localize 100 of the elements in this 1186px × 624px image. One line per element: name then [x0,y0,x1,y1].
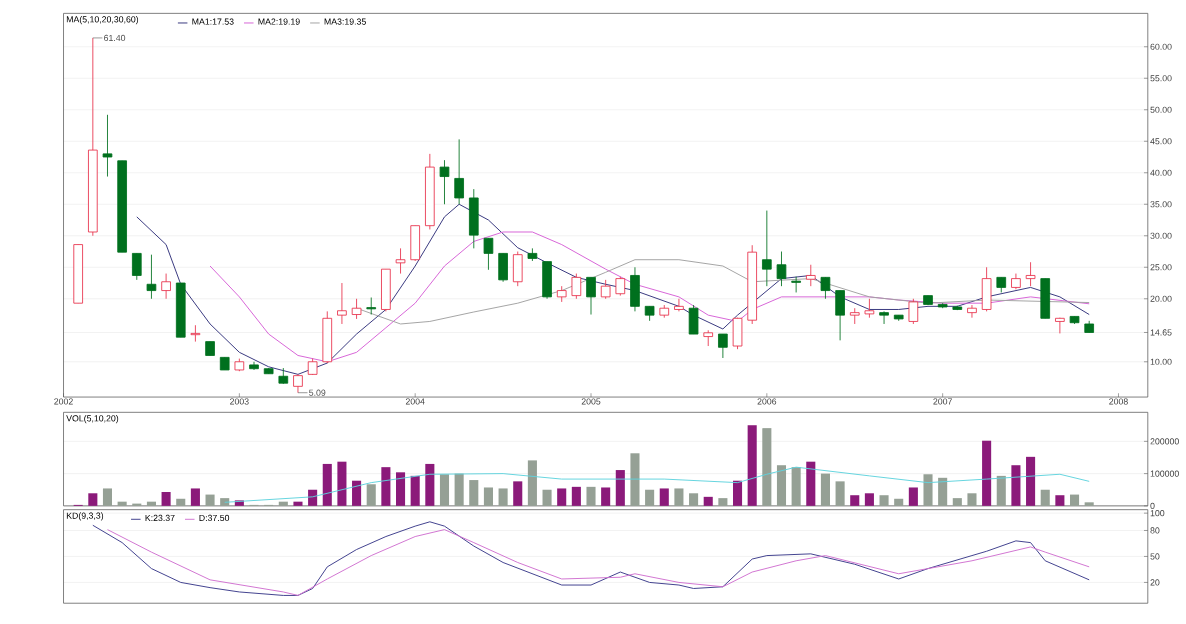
candlestick [776,250,787,287]
bar [527,460,537,506]
candlestick [483,237,494,271]
candlestick [981,266,992,312]
candlestick [630,266,640,312]
candlestick [967,304,977,319]
bar [410,475,420,506]
bar [938,477,948,506]
bar [469,479,479,506]
bar [996,475,1006,506]
bar [776,465,787,506]
bar [850,495,860,506]
bar [557,488,567,506]
bar [1040,489,1050,506]
bar [190,488,200,506]
candlestick [864,298,875,319]
bar [659,488,669,506]
bar [322,463,332,506]
candlestick [805,264,816,287]
candlestick [718,333,728,359]
bar [176,498,186,506]
candlestick [146,254,157,300]
bar [982,440,992,506]
candlestick [820,276,831,300]
candlestick [293,373,303,394]
candlestick [615,276,626,296]
candlestick [849,307,860,325]
candlestick [161,273,171,300]
bar [483,487,493,506]
bar [923,474,933,506]
bar [879,495,889,506]
bar [205,494,215,506]
candlestick [366,296,377,315]
candlestick [1025,261,1036,287]
bar [542,489,552,506]
bar [88,493,98,506]
candlestick [410,225,421,262]
bar [615,469,625,506]
bar [630,453,640,506]
bar [864,493,874,506]
bar [791,467,801,506]
candlestick [688,304,699,335]
candlestick [322,310,333,364]
candlestick [879,310,889,325]
bar [571,486,581,506]
candlestick [1055,317,1065,334]
bar [381,467,391,506]
candlestick [439,159,450,205]
bar [1069,494,1080,506]
bar [645,489,655,506]
candlestick [571,273,582,300]
bar [908,487,918,506]
candlestick [542,261,552,300]
candlestick [337,282,347,325]
bar [352,480,362,506]
bar [586,486,596,506]
bar [161,491,171,506]
bar [718,498,728,506]
candlestick [395,247,406,274]
candlestick [586,276,596,315]
candlestick [791,276,801,293]
candlestick [1040,278,1051,319]
candlestick [762,210,772,287]
candlestick [512,250,523,287]
bar [806,461,816,506]
bar [601,487,611,506]
bar [1026,456,1036,506]
candlestick [190,324,201,342]
bar [220,498,230,506]
bar [762,428,772,506]
bar [835,481,845,506]
candlestick [468,188,479,249]
bar [102,488,113,506]
candlestick [674,298,684,312]
bar [747,425,757,506]
candlestick [351,298,362,320]
bar [513,481,523,506]
bar [395,472,406,506]
candlestick [908,298,919,325]
bar [454,473,464,506]
bar [894,498,904,506]
bar [337,461,347,506]
candlestick [131,252,142,281]
bar [703,496,713,506]
bar [1055,495,1065,506]
bar [439,474,450,506]
candlestick [600,279,611,300]
bar [674,488,684,506]
bar [366,484,376,506]
candlestick [732,317,743,350]
bar [732,480,743,506]
bar [1011,465,1021,506]
candlestick [381,268,391,312]
bar [425,463,435,506]
bar [689,493,699,506]
candlestick [498,252,508,283]
candlestick [835,290,845,341]
candlestick [454,138,464,205]
candlestick [102,114,113,177]
bar [952,498,962,506]
